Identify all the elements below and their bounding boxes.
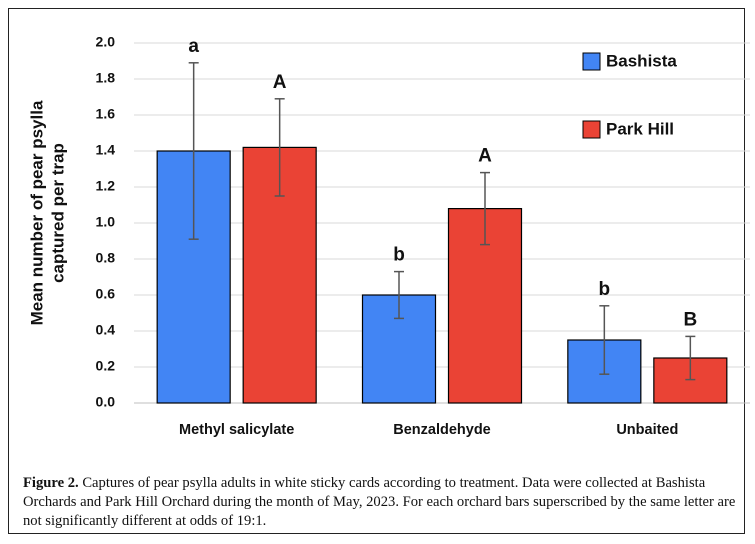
x-tick-label: Benzaldehyde bbox=[393, 422, 491, 438]
legend-swatch bbox=[582, 52, 601, 71]
caption-label: Figure 2. bbox=[23, 475, 79, 491]
y-tick-label: 1.0 bbox=[96, 214, 116, 230]
significance-letter: a bbox=[188, 36, 199, 57]
caption: Figure 2. Captures of pear psylla adults… bbox=[23, 474, 738, 531]
figure-frame bbox=[8, 8, 745, 534]
significance-letter: A bbox=[273, 72, 287, 93]
significance-letter: b bbox=[393, 245, 405, 266]
legend-label: Park Hill bbox=[606, 119, 674, 138]
y-tick-label: 1.8 bbox=[96, 70, 116, 86]
y-tick-label: 0.8 bbox=[96, 250, 116, 266]
significance-letter: A bbox=[478, 146, 492, 167]
y-tick-label: 0.0 bbox=[96, 394, 116, 410]
y-tick-label: 0.2 bbox=[96, 358, 116, 374]
y-tick-label: 1.2 bbox=[96, 178, 116, 194]
chart: 0.0 0.2 0.4 0.6 0.8 1.0 1.2 1.4 1.6 1.8 2.0 Mean nu… bbox=[27, 34, 750, 438]
legend-swatch bbox=[582, 120, 601, 139]
y-tick-label: 1.6 bbox=[96, 106, 116, 122]
y-tick-label: 2.0 bbox=[96, 34, 116, 50]
y-tick-label: 0.4 bbox=[96, 322, 116, 338]
y-tick-label: 1.4 bbox=[96, 142, 116, 158]
caption-text: Captures of pear psylla adults in white … bbox=[23, 475, 736, 529]
x-tick-label: Methyl salicylate bbox=[179, 422, 294, 438]
y-axis-title: captured per trap bbox=[48, 143, 67, 283]
significance-letter: b bbox=[599, 279, 611, 300]
significance-letter: B bbox=[683, 309, 697, 330]
y-axis-title: Mean number of pear psylla bbox=[27, 100, 46, 325]
x-tick-label: Unbaited bbox=[616, 422, 678, 438]
y-tick-label: 0.6 bbox=[96, 286, 116, 302]
legend-label: Bashista bbox=[606, 51, 677, 70]
